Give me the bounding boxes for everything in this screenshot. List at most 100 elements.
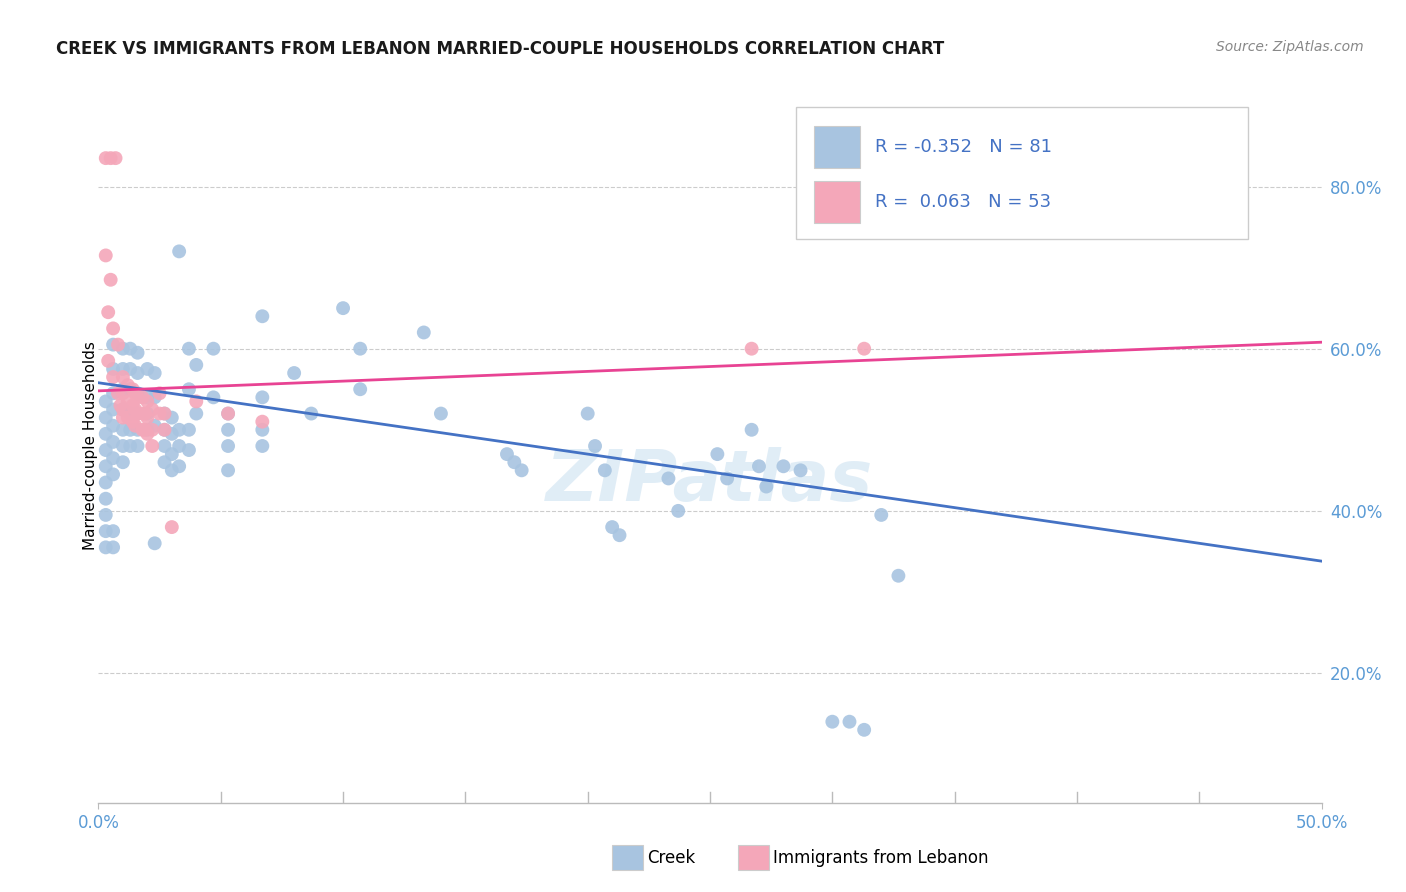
- Point: [101, 541, 124, 555]
- Point: [111, 362, 134, 376]
- Point: [134, 407, 156, 421]
- Point: [716, 471, 738, 485]
- Point: [117, 378, 139, 392]
- Point: [153, 423, 176, 437]
- Point: [177, 443, 200, 458]
- Point: [217, 423, 239, 437]
- Point: [94, 410, 117, 425]
- Point: [887, 568, 910, 582]
- Point: [143, 366, 166, 380]
- Point: [741, 423, 763, 437]
- Point: [149, 386, 172, 401]
- Point: [127, 386, 149, 401]
- Point: [111, 439, 134, 453]
- Point: [252, 423, 274, 437]
- Point: [101, 337, 124, 351]
- Point: [252, 310, 274, 324]
- Point: [120, 407, 142, 421]
- Point: [134, 423, 156, 437]
- Point: [838, 714, 860, 729]
- Point: [111, 402, 134, 417]
- Point: [101, 321, 124, 335]
- Point: [583, 439, 606, 453]
- Point: [100, 151, 122, 165]
- Point: [167, 244, 190, 259]
- Text: Immigrants from Lebanon: Immigrants from Lebanon: [773, 849, 988, 867]
- Point: [412, 326, 434, 340]
- Point: [100, 273, 122, 287]
- Point: [101, 402, 124, 417]
- Point: [94, 443, 117, 458]
- Point: [97, 354, 120, 368]
- Point: [177, 423, 200, 437]
- Point: [117, 410, 139, 425]
- Point: [120, 423, 142, 437]
- Point: [121, 399, 143, 413]
- Point: [576, 407, 599, 421]
- Point: [503, 455, 526, 469]
- Point: [117, 394, 139, 409]
- Point: [111, 423, 134, 437]
- Point: [177, 342, 200, 356]
- Point: [657, 471, 679, 485]
- Point: [217, 407, 239, 421]
- Point: [153, 407, 176, 421]
- Point: [101, 524, 124, 538]
- Point: [111, 402, 134, 417]
- Point: [101, 362, 124, 376]
- Point: [94, 475, 117, 490]
- Point: [101, 370, 124, 384]
- Point: [136, 394, 159, 409]
- Point: [131, 390, 153, 404]
- Point: [252, 390, 274, 404]
- Point: [283, 366, 305, 380]
- Point: [121, 382, 143, 396]
- Point: [141, 402, 163, 417]
- Point: [167, 423, 190, 437]
- Point: [706, 447, 728, 461]
- Text: R =  0.063   N = 53: R = 0.063 N = 53: [875, 193, 1052, 211]
- Point: [141, 423, 163, 437]
- Point: [748, 459, 770, 474]
- Point: [252, 415, 274, 429]
- Point: [111, 455, 134, 469]
- Point: [136, 423, 159, 437]
- Point: [111, 382, 134, 396]
- Point: [141, 439, 163, 453]
- Point: [127, 439, 149, 453]
- Point: [349, 342, 371, 356]
- Point: [127, 407, 149, 421]
- Point: [127, 345, 149, 359]
- Point: [120, 439, 142, 453]
- Point: [186, 394, 208, 409]
- Point: [94, 459, 117, 474]
- Point: [101, 451, 124, 466]
- Point: [94, 491, 117, 506]
- Point: [120, 362, 142, 376]
- Text: Creek: Creek: [647, 849, 695, 867]
- Point: [124, 386, 146, 401]
- Point: [136, 390, 159, 404]
- Point: [111, 342, 134, 356]
- Point: [741, 342, 763, 356]
- Point: [143, 418, 166, 433]
- Point: [110, 399, 132, 413]
- Point: [153, 407, 176, 421]
- Point: [167, 439, 190, 453]
- Point: [160, 447, 183, 461]
- Point: [107, 337, 129, 351]
- Point: [111, 370, 134, 384]
- Point: [202, 342, 225, 356]
- Point: [299, 407, 322, 421]
- Point: [101, 434, 124, 449]
- Point: [149, 407, 172, 421]
- Point: [124, 402, 146, 417]
- Text: ZIPatlas: ZIPatlas: [547, 447, 873, 516]
- Point: [160, 410, 183, 425]
- Point: [510, 463, 533, 477]
- Point: [94, 394, 117, 409]
- Point: [136, 426, 159, 441]
- Point: [821, 714, 844, 729]
- Point: [609, 528, 631, 542]
- Point: [127, 390, 149, 404]
